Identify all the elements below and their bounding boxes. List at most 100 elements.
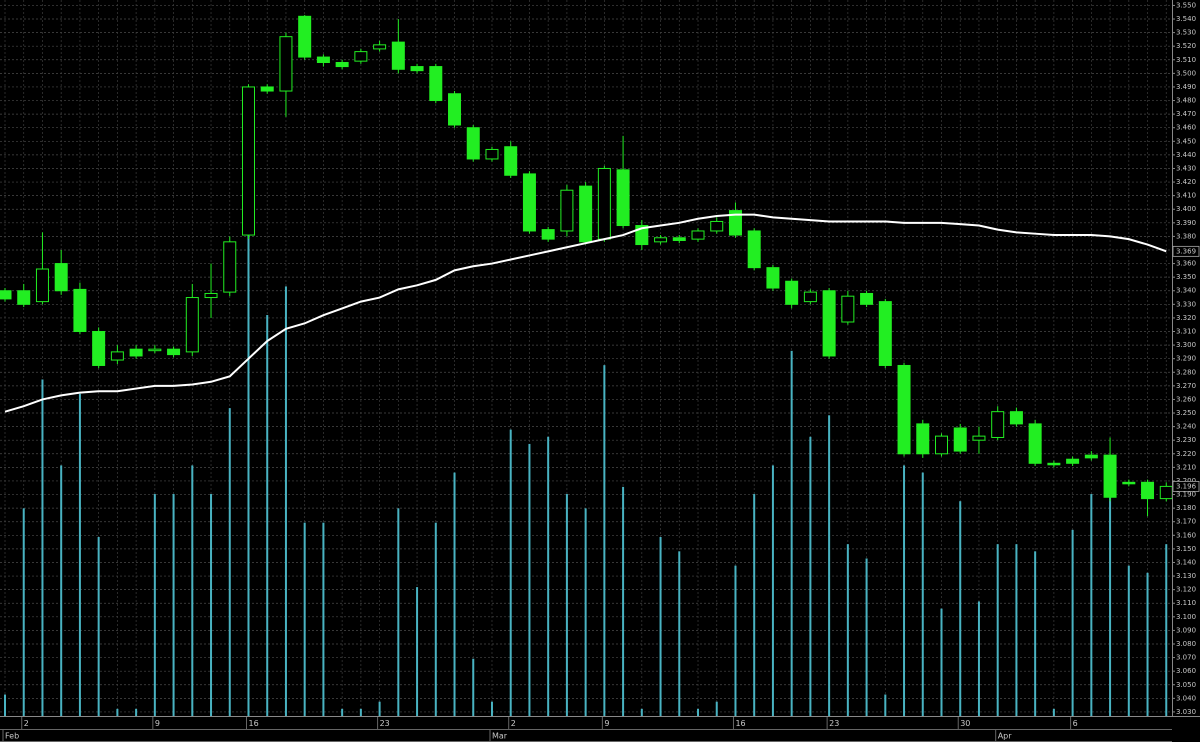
candle-body <box>316 56 330 63</box>
y-tick-label: 3.400 <box>1176 205 1196 213</box>
candle-body <box>148 348 162 352</box>
y-tick-label: 3.040 <box>1176 694 1196 702</box>
candle-body <box>485 148 499 160</box>
y-tick-label: 3.510 <box>1176 56 1196 64</box>
volume-bar <box>753 494 756 716</box>
volume-bar <box>547 436 550 716</box>
volume-bar <box>1109 486 1112 716</box>
month-label: Mar <box>492 732 508 741</box>
volume-bar <box>434 522 437 716</box>
last-value-label: 3.369 <box>1176 247 1196 255</box>
y-tick-label: 3.330 <box>1176 300 1196 308</box>
candle-body <box>73 288 87 333</box>
candle-body <box>335 61 349 68</box>
volume-bar <box>490 701 493 716</box>
y-tick-label: 3.540 <box>1176 15 1196 23</box>
candle-body <box>822 290 836 357</box>
y-tick-label: 3.050 <box>1176 681 1196 689</box>
volume-bar <box>790 350 793 716</box>
candle-body <box>897 364 911 455</box>
candle-body <box>35 268 49 303</box>
grid <box>0 0 1172 716</box>
volume-bar <box>172 494 175 716</box>
volume-bar <box>1015 544 1018 716</box>
candle-body <box>410 66 424 72</box>
candle-body <box>1047 462 1061 466</box>
y-tick-label: 3.300 <box>1176 341 1196 349</box>
candle-body <box>728 210 742 236</box>
candle-body <box>972 435 986 441</box>
candle-body <box>710 220 724 232</box>
y-tick-label: 3.390 <box>1176 219 1196 227</box>
y-tick-label: 3.270 <box>1176 382 1196 390</box>
candle-body <box>916 423 930 455</box>
candle-body <box>241 86 255 236</box>
volume-bar <box>734 565 737 716</box>
candle-body <box>803 291 817 303</box>
candle-body <box>579 185 593 243</box>
candle-body <box>185 297 199 353</box>
volume-bar <box>884 694 887 716</box>
y-tick-label: 3.130 <box>1176 572 1196 580</box>
volume-bar <box>397 508 400 716</box>
y-tick-label: 3.450 <box>1176 137 1196 145</box>
candle-body <box>92 331 106 366</box>
y-tick-label: 3.340 <box>1176 287 1196 295</box>
x-tick-label: 30 <box>960 719 970 728</box>
candle-body <box>597 167 611 240</box>
x-tick-label: 23 <box>380 719 390 728</box>
volume-bar <box>78 393 81 716</box>
y-tick-label: 3.420 <box>1176 178 1196 186</box>
volume-bar <box>266 315 269 716</box>
volume-bar <box>60 465 63 716</box>
y-tick-label: 3.290 <box>1176 355 1196 363</box>
y-tick-label: 3.550 <box>1176 1 1196 9</box>
y-tick-label: 3.500 <box>1176 69 1196 77</box>
x-tick-label: 9 <box>604 719 609 728</box>
month-label: Feb <box>5 732 19 741</box>
volume-bar <box>1034 551 1037 716</box>
y-tick-label: 3.200 <box>1176 477 1196 485</box>
candle-layer <box>0 14 1173 517</box>
candle-body <box>935 435 948 455</box>
candle-body <box>953 427 967 452</box>
volume-bar <box>453 472 456 716</box>
candle-body <box>1084 454 1098 459</box>
volume-bar <box>959 501 962 716</box>
candle-body <box>223 241 237 293</box>
y-tick-label: 3.030 <box>1176 708 1196 716</box>
volume-bar <box>322 522 325 716</box>
y-tick-label: 3.250 <box>1176 409 1196 417</box>
volume-bar <box>659 537 662 716</box>
y-tick-label: 3.150 <box>1176 545 1196 553</box>
x-tick-label: 2 <box>511 719 516 728</box>
candle-body <box>747 230 761 269</box>
x-tick-label: 6 <box>1073 719 1078 728</box>
volume-bar <box>940 608 943 716</box>
candle-body <box>391 41 405 70</box>
candle-body <box>448 93 462 126</box>
y-tick-label: 3.110 <box>1176 599 1196 607</box>
volume-bar <box>528 443 531 716</box>
candle-body <box>373 44 387 50</box>
candle-body <box>54 263 68 292</box>
volume-bar <box>4 694 6 716</box>
x-tick-label: 16 <box>248 719 258 728</box>
volume-bar <box>1146 572 1149 716</box>
volume-layer <box>4 157 1168 716</box>
y-tick-label: 3.410 <box>1176 192 1196 200</box>
candle-body <box>1103 454 1117 498</box>
candle-body <box>354 51 368 62</box>
candle-body <box>298 15 312 58</box>
candle-body <box>841 295 855 323</box>
candle-body <box>541 229 555 240</box>
y-tick-label: 3.310 <box>1176 328 1196 336</box>
y-tick-label: 3.060 <box>1176 667 1196 675</box>
candle-body <box>429 66 443 102</box>
volume-bar <box>509 429 512 716</box>
candle-body <box>691 230 705 240</box>
candle-body <box>878 301 892 366</box>
